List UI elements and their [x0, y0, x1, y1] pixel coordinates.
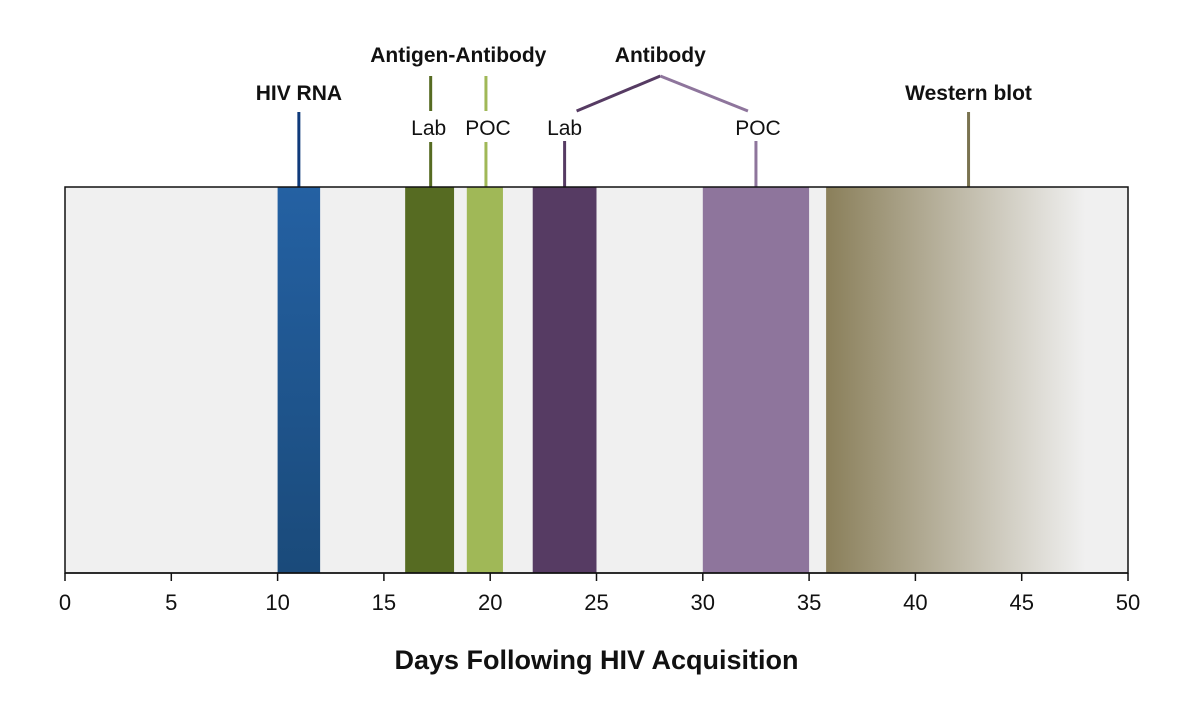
band-antigen-antibody-lab	[405, 187, 455, 573]
x-tick-label: 45	[1009, 590, 1033, 615]
antibody-bracket-right	[659, 74, 749, 113]
marker-lines	[297, 74, 971, 187]
x-tick-label: 10	[265, 590, 289, 615]
band-hiv-rna	[277, 187, 321, 573]
band-western-blot	[826, 187, 1128, 573]
antibody-poc-label: POC	[735, 117, 781, 140]
x-tick-label: 50	[1116, 590, 1140, 615]
x-tick-label: 5	[165, 590, 177, 615]
band-antibody-lab	[532, 187, 597, 573]
western-blot-label: Western blot	[905, 82, 1032, 105]
x-tick-label: 20	[478, 590, 502, 615]
antibody-bracket-left	[576, 74, 661, 113]
antibody-lab-label: Lab	[547, 117, 582, 140]
x-axis-ticks: 0 5 10 15 20 25 30 35 40 45 50	[59, 572, 1140, 615]
x-tick-label: 15	[372, 590, 396, 615]
band-antigen-antibody-poc	[466, 187, 503, 573]
x-tick-label: 0	[59, 590, 71, 615]
antigen-antibody-poc-label: POC	[465, 117, 511, 140]
antigen-antibody-lab-label: Lab	[411, 117, 446, 140]
antibody-label: Antibody	[615, 44, 706, 67]
x-tick-label: 25	[584, 590, 608, 615]
band-antibody-poc	[702, 187, 810, 573]
x-axis-title: Days Following HIV Acquisition	[394, 645, 798, 675]
x-tick-label: 35	[797, 590, 821, 615]
test-window-bands	[277, 187, 1128, 573]
x-tick-label: 30	[691, 590, 715, 615]
x-tick-label: 40	[903, 590, 927, 615]
hiv-rna-label: HIV RNA	[256, 82, 342, 105]
antigen-antibody-label: Antigen-Antibody	[370, 44, 546, 67]
